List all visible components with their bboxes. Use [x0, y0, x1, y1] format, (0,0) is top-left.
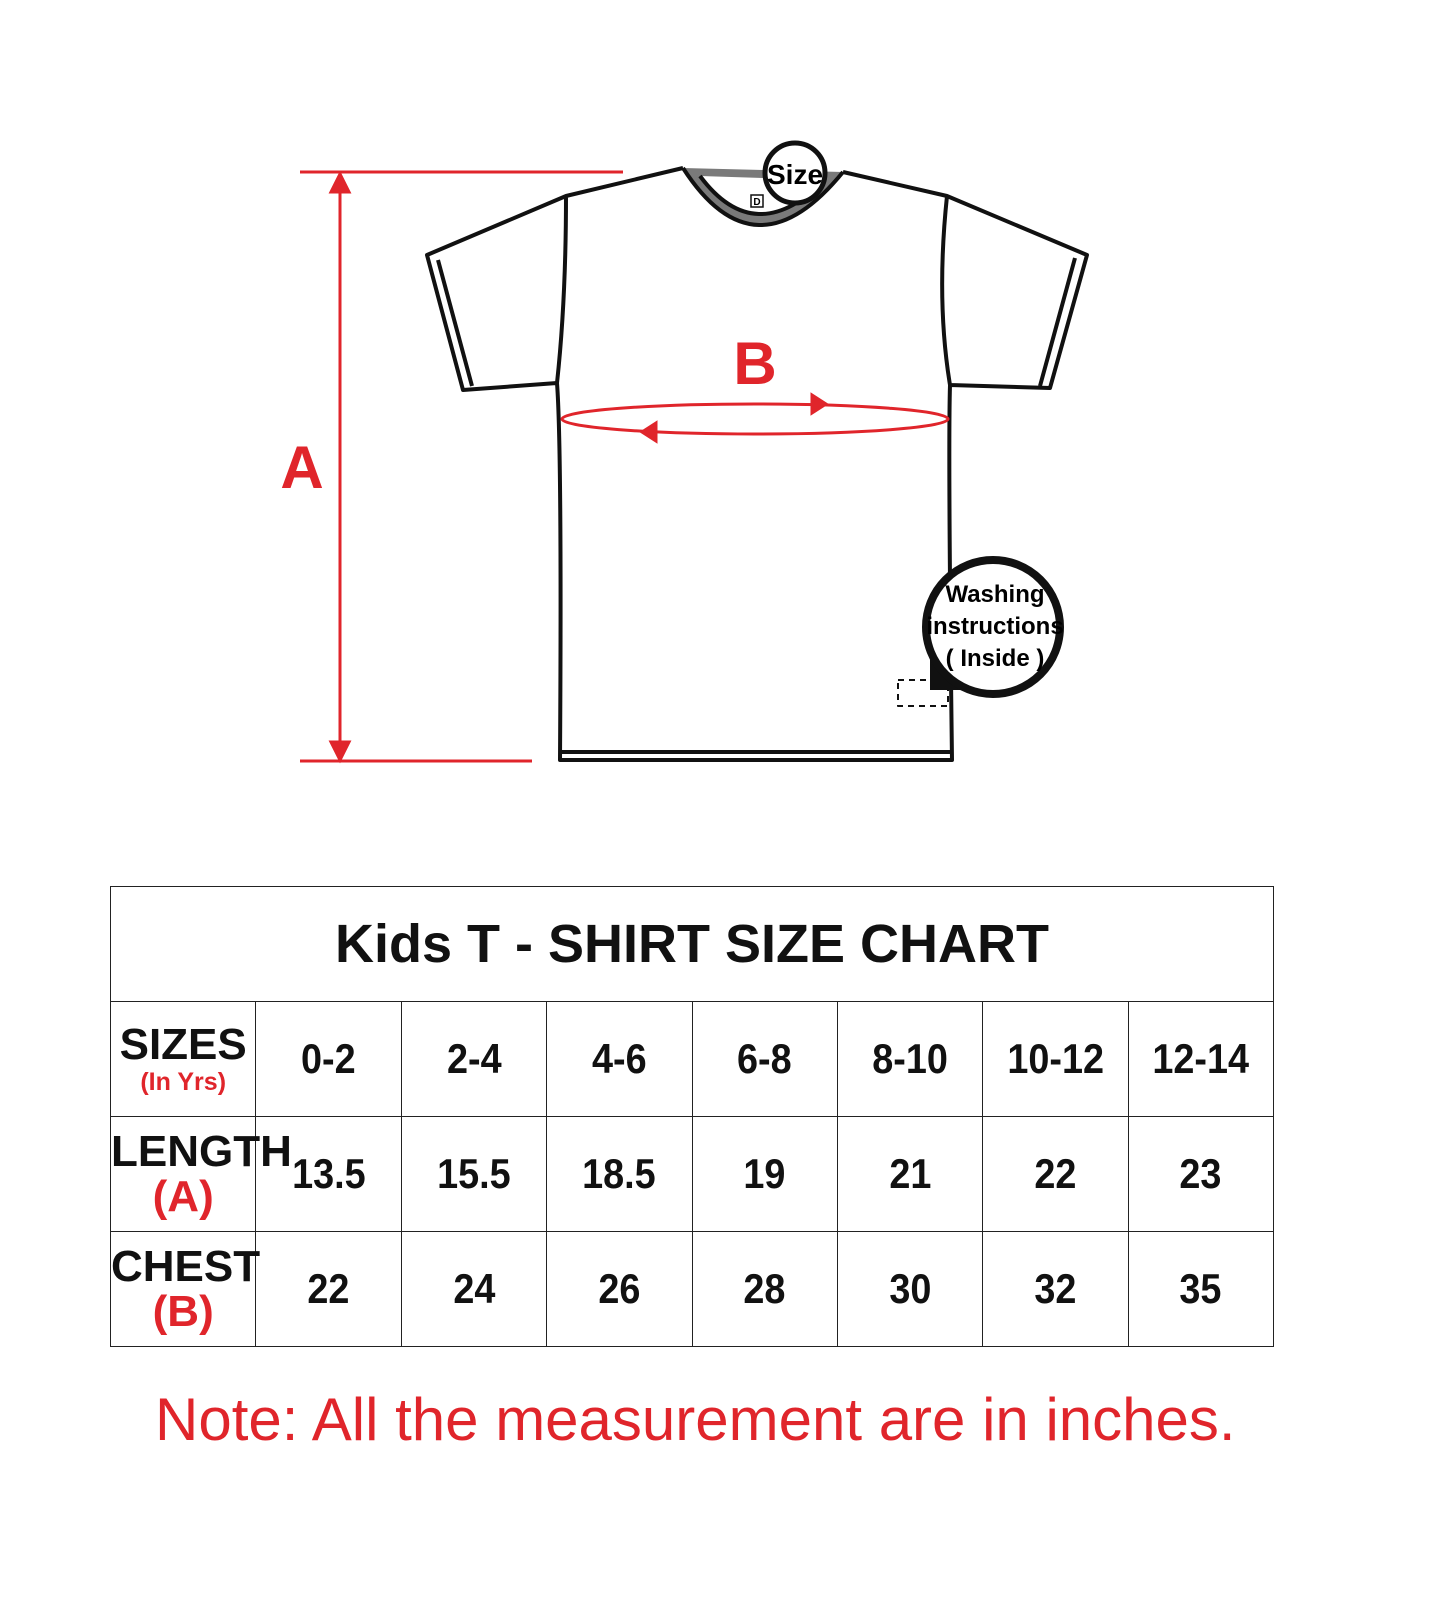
table-cell: 2-4 — [400, 1001, 548, 1117]
table-cell: 18.5 — [546, 1116, 693, 1232]
size-chart-table: Kids T - SHIRT SIZE CHART SIZES (In Yrs) … — [109, 886, 1275, 1347]
table-cell: 23 — [1127, 1116, 1275, 1232]
size-tag-text: Size — [767, 159, 823, 190]
table-row-length: LENGTH (A) 13.5 15.5 18.5 19 21 22 23 — [109, 1116, 1275, 1232]
washing-instructions-callout: Washing instructions ( Inside ) — [922, 556, 1064, 698]
length-measure-a — [300, 170, 623, 764]
chest-measure-b — [560, 392, 950, 444]
table-cell: 24 — [400, 1231, 548, 1347]
table-cell: 22 — [255, 1231, 402, 1347]
washing-line-3: ( Inside ) — [946, 645, 1045, 672]
table-cell: 0-2 — [255, 1001, 402, 1117]
table-cell: 22 — [982, 1116, 1129, 1232]
tag-letter: D — [753, 197, 760, 208]
table-cell: 26 — [546, 1231, 693, 1347]
table-cell: 21 — [836, 1116, 984, 1232]
row-sublabel: (A) — [152, 1172, 214, 1221]
table-cell: 4-6 — [546, 1001, 693, 1117]
table-cell: 28 — [691, 1231, 838, 1347]
table-cell: 15.5 — [400, 1116, 548, 1232]
row-label: SIZES — [119, 1019, 247, 1069]
row-label: LENGTH — [111, 1127, 292, 1176]
table-cell: 30 — [836, 1231, 984, 1347]
tshirt-diagram: A D Size B Washing instructions ( Inside… — [280, 140, 1089, 764]
row-header: LENGTH (A) — [109, 1116, 292, 1232]
row-label: CHEST — [111, 1242, 261, 1291]
washing-line-2: instructions — [926, 613, 1063, 640]
table-cell: 12-14 — [1127, 1001, 1275, 1117]
table-cell: 35 — [1127, 1231, 1275, 1347]
table-title: Kids T - SHIRT SIZE CHART — [110, 886, 1274, 1002]
table-cell: 10-12 — [982, 1001, 1129, 1117]
label-b: B — [733, 330, 776, 397]
table-row-sizes: SIZES (In Yrs) 0-2 2-4 4-6 6-8 8-10 10-12… — [109, 1001, 1275, 1117]
table-cell: 19 — [691, 1116, 838, 1232]
measurement-note: Note: All the measurement are in inches. — [155, 1386, 1236, 1453]
row-sublabel: (B) — [152, 1287, 214, 1336]
row-header: SIZES (In Yrs) — [109, 1001, 257, 1117]
label-a: A — [280, 434, 323, 501]
washing-line-1: Washing — [945, 581, 1044, 608]
table-cell: 8-10 — [836, 1001, 984, 1117]
table-row-chest: CHEST (B) 22 24 26 28 30 32 35 — [109, 1231, 1275, 1347]
table-cell: 6-8 — [691, 1001, 838, 1117]
size-tag: D Size — [750, 140, 828, 208]
row-sublabel: (In Yrs) — [140, 1067, 227, 1096]
table-cell: 32 — [982, 1231, 1129, 1347]
row-header: CHEST (B) — [109, 1231, 261, 1347]
